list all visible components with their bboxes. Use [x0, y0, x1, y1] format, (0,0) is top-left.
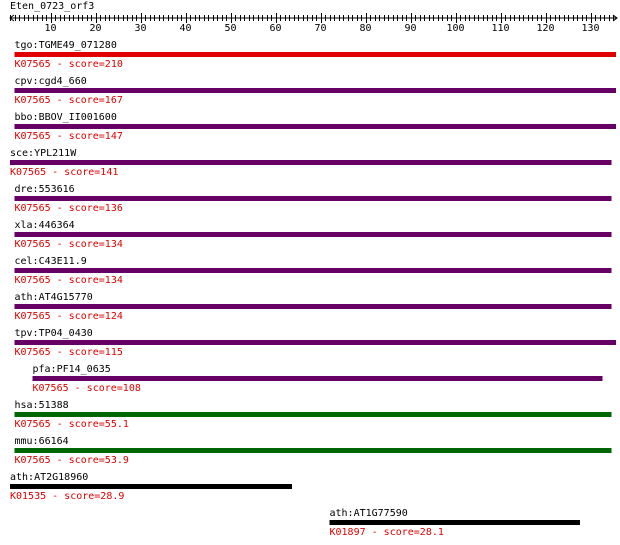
hit-row: xla:446364 K07565 - score=134 [14, 220, 612, 250]
ruler-tick-label: 100 [446, 23, 464, 34]
hit-row: tgo:TGME49_071280 K07565 - score=210 [14, 40, 616, 70]
hit-score-label: K07565 - score=167 [15, 95, 123, 106]
hit-score-label: K01535 - score=28.9 [10, 491, 124, 502]
hit-row: pfa:PF14_0635 K07565 - score=108 [32, 364, 603, 394]
hit-gene-label: hsa:51388 [15, 400, 69, 411]
query-title: Eten_0723_orf3 [10, 1, 94, 12]
hit-score-label: K07565 - score=108 [33, 383, 141, 394]
hit-row: cel:C43E11.9 K07565 - score=134 [14, 256, 612, 286]
hit-gene-label: bbo:BBOV_II001600 [15, 112, 117, 123]
hit-gene-label: sce:YPL211W [10, 148, 77, 159]
hit-gene-label: tpv:TP04_0430 [15, 328, 93, 339]
hit-score-label: K07565 - score=210 [15, 59, 123, 70]
ruler-tick-label: 80 [359, 23, 371, 34]
hit-alignment-bar [14, 124, 616, 129]
ruler-tick-label: 90 [404, 23, 416, 34]
ruler-tick-label: 50 [224, 23, 236, 34]
hit-gene-label: mmu:66164 [15, 436, 69, 447]
hit-score-label: K07565 - score=147 [15, 131, 123, 142]
hit-row: ath:AT1G77590 K01897 - score=28.1 [329, 508, 580, 538]
hit-row: tpv:TP04_0430 K07565 - score=115 [14, 328, 616, 358]
hit-gene-label: ath:AT2G18960 [10, 472, 88, 483]
hit-alignment-bar [32, 376, 603, 381]
ruler-tick-label: 110 [491, 23, 509, 34]
hit-alignment-bar [329, 520, 580, 525]
hit-gene-label: ath:AT4G15770 [15, 292, 93, 303]
hit-row: bbo:BBOV_II001600 K07565 - score=147 [14, 112, 616, 142]
hit-alignment-bar [14, 340, 616, 345]
ruler-tick-label: 10 [44, 23, 56, 34]
hit-gene-label: ath:AT1G77590 [330, 508, 408, 519]
hit-alignment-bar [14, 232, 612, 237]
ruler-tick-label: 40 [179, 23, 191, 34]
hit-score-label: K07565 - score=115 [15, 347, 123, 358]
hit-row: sce:YPL211W K07565 - score=141 [10, 148, 612, 178]
hit-gene-label: xla:446364 [15, 220, 75, 231]
hit-score-label: K07565 - score=53.9 [15, 455, 129, 466]
hit-alignment-bar [10, 484, 292, 489]
hit-alignment-bar [14, 196, 612, 201]
hit-alignment-bar [10, 160, 612, 165]
hit-gene-label: dre:553616 [15, 184, 75, 195]
ruler-tick-label: 20 [89, 23, 101, 34]
hit-gene-label: cpv:cgd4_660 [15, 76, 87, 87]
hit-row: hsa:51388 K07565 - score=55.1 [14, 400, 612, 430]
hit-alignment-bar [14, 448, 612, 453]
hit-score-label: K07565 - score=136 [15, 203, 123, 214]
hit-gene-label: pfa:PF14_0635 [33, 364, 111, 375]
hit-alignment-bar [14, 268, 612, 273]
hit-row: dre:553616 K07565 - score=136 [14, 184, 612, 214]
hit-row: cpv:cgd4_660 K07565 - score=167 [14, 76, 616, 106]
hit-gene-label: cel:C43E11.9 [15, 256, 87, 267]
hit-row: mmu:66164 K07565 - score=53.9 [14, 436, 612, 466]
hit-score-label: K07565 - score=55.1 [15, 419, 129, 430]
hit-alignment-bar [14, 88, 616, 93]
ruler-arrow-right [612, 14, 618, 22]
hit-row: ath:AT2G18960 K01535 - score=28.9 [10, 472, 292, 502]
hit-alignment-bar [14, 52, 616, 57]
hit-alignment-bar [14, 304, 612, 309]
hit-gene-label: tgo:TGME49_071280 [15, 40, 117, 51]
ruler-axis: 10 20 30 40 50 60 70 80 90 100 110 120 130 [9, 13, 618, 34]
hit-row: ath:AT4G15770 K07565 - score=124 [14, 292, 612, 322]
ruler-tick-label: 30 [134, 23, 146, 34]
ruler-tick-label: 60 [269, 23, 281, 34]
ruler-tick-label: 70 [314, 23, 326, 34]
hit-score-label: K07565 - score=134 [15, 275, 123, 286]
hit-alignment-bar [14, 412, 612, 417]
hit-score-label: K07565 - score=124 [15, 311, 123, 322]
hit-score-label: K07565 - score=141 [10, 167, 118, 178]
ruler-tick-label: 120 [536, 23, 554, 34]
hit-score-label: K07565 - score=134 [15, 239, 123, 250]
ruler-tick-label: 130 [581, 23, 599, 34]
hit-list: tgo:TGME49_071280 K07565 - score=210 cpv:c… [10, 40, 616, 538]
hit-score-label: K01897 - score=28.1 [330, 527, 444, 538]
